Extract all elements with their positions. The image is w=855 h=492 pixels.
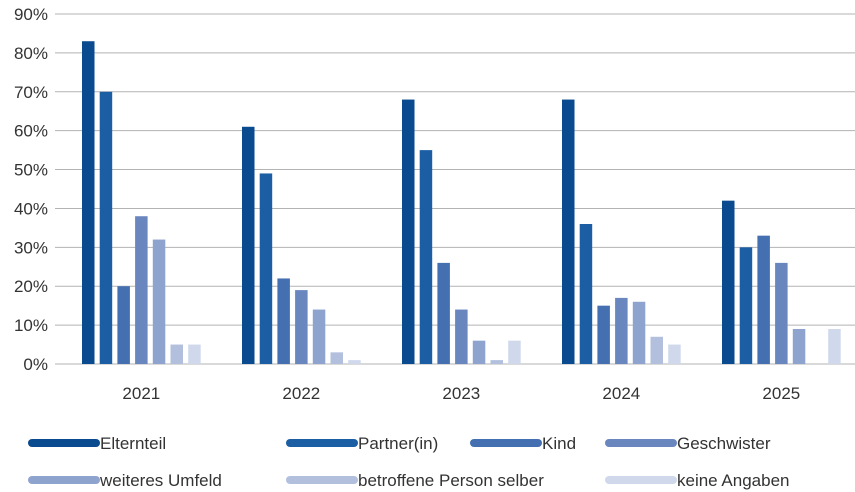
y-tick-label: 10% xyxy=(14,316,48,335)
bar xyxy=(348,360,361,364)
bar xyxy=(490,360,503,364)
bar xyxy=(632,301,646,364)
bar xyxy=(437,262,450,364)
x-category-label: 2025 xyxy=(762,384,800,403)
bar xyxy=(775,262,788,364)
y-tick-label: 30% xyxy=(14,238,48,257)
legend: Elternteil Partner(in) Kind Geschwister weit… xyxy=(28,434,790,490)
y-tick-label: 70% xyxy=(14,83,48,102)
bar xyxy=(117,286,130,364)
bar xyxy=(419,150,433,364)
legend-swatch xyxy=(28,439,100,447)
legend-swatch xyxy=(286,476,358,484)
bar xyxy=(188,344,201,364)
bar xyxy=(579,224,593,364)
legend-label: weiteres Umfeld xyxy=(99,471,222,490)
legend-swatch xyxy=(605,439,677,447)
legend-item: Elternteil xyxy=(28,434,166,453)
legend-item: weiteres Umfeld xyxy=(28,471,222,490)
x-category-label: 2024 xyxy=(602,384,640,403)
bar xyxy=(597,305,610,364)
legend-swatch xyxy=(286,439,358,447)
bar xyxy=(259,173,273,364)
x-category-label: 2023 xyxy=(442,384,480,403)
y-tick-label: 40% xyxy=(14,199,48,218)
legend-item: keine Angaben xyxy=(605,471,790,490)
bar xyxy=(295,290,308,364)
bars xyxy=(82,41,841,365)
grid xyxy=(55,13,855,365)
legend-swatch xyxy=(470,439,542,447)
bar xyxy=(615,297,628,364)
y-tick-label: 90% xyxy=(14,5,48,24)
bar xyxy=(828,329,841,364)
bar xyxy=(508,340,521,364)
bar xyxy=(472,340,486,364)
bar xyxy=(312,309,326,364)
legend-item: betroffene Person selber xyxy=(286,471,544,490)
bar xyxy=(152,239,166,364)
y-axis: 0% 10% 20% 30% 40% 50% 60% 70% 80% 90% xyxy=(14,5,48,374)
bar xyxy=(722,200,735,364)
bar xyxy=(242,126,255,365)
bar xyxy=(330,352,343,364)
legend-item: Partner(in) xyxy=(286,434,438,453)
bar xyxy=(402,99,415,365)
legend-swatch xyxy=(28,476,100,484)
bar xyxy=(455,309,468,364)
y-tick-label: 50% xyxy=(14,161,48,180)
y-tick-label: 80% xyxy=(14,44,48,63)
legend-item: Geschwister xyxy=(605,434,771,453)
y-tick-label: 20% xyxy=(14,277,48,296)
legend-item: Kind xyxy=(470,434,576,453)
bar xyxy=(82,41,95,364)
legend-swatch xyxy=(605,476,677,484)
x-category-label: 2022 xyxy=(282,384,320,403)
bar xyxy=(757,235,770,364)
legend-label: Geschwister xyxy=(677,434,771,453)
legend-label: Elternteil xyxy=(100,434,166,453)
bar xyxy=(650,336,663,364)
bar xyxy=(170,344,183,364)
x-axis: 2021 2022 2023 2024 2025 xyxy=(122,384,800,403)
bar xyxy=(135,216,148,364)
bar xyxy=(562,99,575,365)
bar xyxy=(99,91,113,365)
y-tick-label: 0% xyxy=(23,355,48,374)
x-category-label: 2021 xyxy=(122,384,160,403)
bar xyxy=(739,247,753,364)
legend-label: keine Angaben xyxy=(677,471,790,490)
legend-label: Partner(in) xyxy=(358,434,438,453)
bar xyxy=(277,278,290,364)
bar xyxy=(792,329,806,364)
legend-label: Kind xyxy=(542,434,576,453)
bar xyxy=(668,344,681,364)
legend-label: betroffene Person selber xyxy=(358,471,544,490)
y-tick-label: 60% xyxy=(14,122,48,141)
